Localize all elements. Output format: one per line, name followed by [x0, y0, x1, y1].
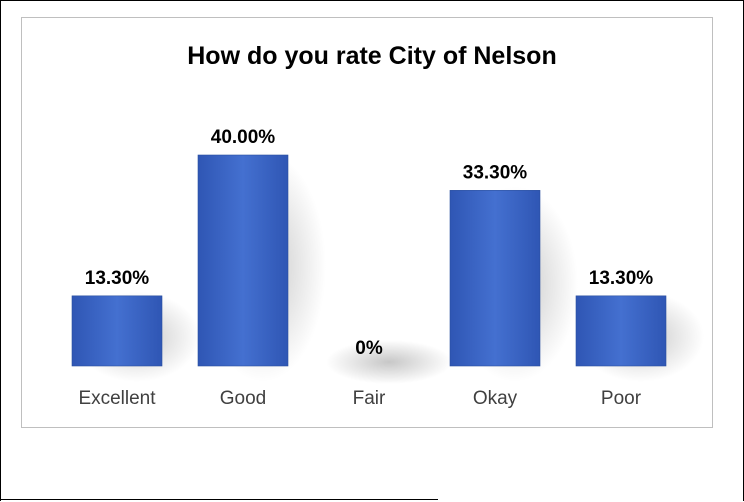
data-label-okay: 33.30%	[463, 162, 528, 183]
bar-poor	[575, 295, 667, 367]
data-label-fair: 0%	[355, 338, 383, 359]
category-label-poor: Poor	[601, 388, 642, 409]
bar-okay	[449, 190, 541, 367]
bar-good	[197, 154, 289, 367]
page-bottom-line	[0, 499, 438, 500]
bar-excellent	[71, 295, 163, 367]
bar-chart: How do you rate City of Nelson 13.30% Exc…	[71, 42, 704, 409]
chart-area: How do you rate City of Nelson 13.30% Exc…	[21, 17, 713, 428]
category-label-good: Good	[220, 388, 266, 409]
category-label-okay: Okay	[473, 388, 518, 409]
data-label-excellent: 13.30%	[85, 268, 150, 289]
chart-title: How do you rate City of Nelson	[187, 42, 556, 70]
data-label-good: 40.00%	[211, 127, 276, 148]
data-label-poor: 13.30%	[589, 268, 654, 289]
category-label-fair: Fair	[353, 388, 386, 409]
bar-shadow-fair	[326, 340, 452, 384]
category-label-excellent: Excellent	[78, 388, 156, 409]
